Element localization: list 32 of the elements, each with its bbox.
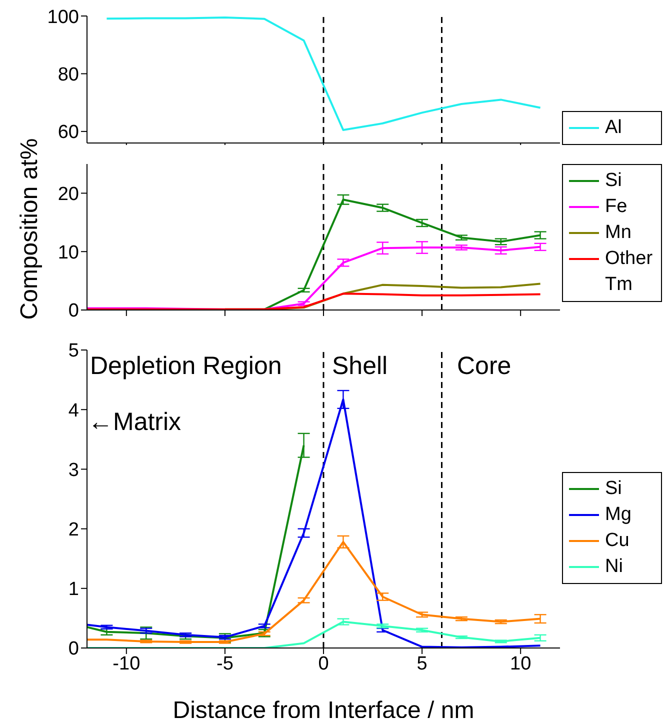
y-tick-label: 60 [58, 122, 79, 144]
legend-label: Al [605, 116, 622, 140]
annotation: Depletion Region [90, 352, 282, 381]
y-tick-label: 0 [68, 300, 79, 322]
legend-label: Other Tm [605, 247, 654, 297]
y-tick-label: 1 [68, 579, 79, 600]
legend-label: Ni [605, 555, 623, 579]
legend-label: Si [605, 477, 622, 501]
y-tick-label: 100 [47, 6, 79, 28]
annotation: Shell [332, 352, 388, 381]
annotation: ←Matrix [88, 408, 182, 437]
x-tick-label: -5 [216, 653, 234, 674]
y-tick-label: 10 [58, 242, 79, 264]
legend-label: Cu [605, 529, 630, 553]
legend-label: Mg [605, 503, 632, 527]
x-tick-label: 5 [416, 653, 428, 674]
y-axis-title: Composition at% [16, 137, 44, 322]
y-tick-label: 80 [58, 64, 79, 86]
y-tick-label: 20 [58, 184, 79, 205]
y-tick-label: 5 [68, 340, 79, 362]
x-tick-label: -10 [112, 653, 140, 674]
x-tick-label: 10 [510, 653, 532, 674]
y-tick-label: 2 [68, 520, 79, 541]
y-tick-label: 3 [68, 460, 79, 481]
x-axis-title: Distance from Interface / nm [172, 697, 474, 724]
annotation: Core [457, 352, 512, 381]
y-tick-label: 4 [68, 400, 80, 422]
y-tick-label: 0 [68, 638, 79, 660]
legend-label: Mn [605, 221, 632, 245]
legend-label: Si [605, 169, 622, 193]
x-tick-label: 0 [318, 653, 329, 674]
legend-label: Fe [605, 195, 628, 219]
